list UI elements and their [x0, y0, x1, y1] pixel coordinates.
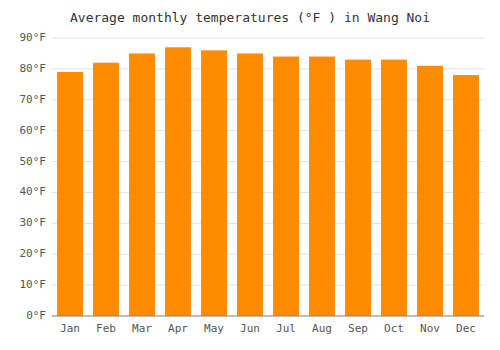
y-tick-label: 70°F [20, 93, 47, 106]
bar [381, 60, 407, 316]
bar [417, 66, 443, 316]
x-tick-label: Nov [420, 322, 440, 335]
x-tick-label: Apr [168, 322, 188, 335]
y-tick-label: 0°F [26, 309, 46, 322]
y-tick-label: 90°F [20, 31, 47, 44]
x-tick-label: Mar [132, 322, 152, 335]
bar [309, 57, 335, 316]
chart-container: 0°F 10°F 20°F 30°F 40°F 50°F 60°F 70°F 80°F 90°F J… [0, 0, 500, 350]
y-grid [52, 38, 484, 316]
x-tick-label: Aug [312, 322, 332, 335]
bar [129, 53, 155, 316]
chart: 0°F 10°F 20°F 30°F 40°F 50°F 60°F 70°F 80°F 90°F J… [0, 0, 500, 350]
grid-line [52, 38, 484, 39]
y-tick-label: 80°F [20, 62, 47, 75]
y-tick-label: 20°F [20, 247, 47, 260]
bar [201, 50, 227, 316]
y-tick-label: 30°F [20, 216, 47, 229]
bar [165, 47, 191, 316]
y-tick-label: 40°F [20, 185, 47, 198]
x-tick-label: Oct [384, 322, 404, 335]
x-tick-label: Sep [348, 322, 368, 335]
title: Average monthly temperatures (°F ) in Wa… [70, 10, 430, 25]
x-tick-label: Dec [456, 322, 476, 335]
y-axis: 0°F 10°F 20°F 30°F 40°F 50°F 60°F 70°F 80°F 90°F [20, 31, 47, 322]
x-tick-label: Jan [60, 322, 80, 335]
x-tick-label: Jul [276, 322, 296, 335]
bar [93, 63, 119, 316]
bar [453, 75, 479, 316]
x-axis: Jan Feb Mar Apr May Jun Jul Aug Sep Oct Nov Dec [52, 316, 484, 335]
x-tick-label: May [204, 322, 224, 335]
bars [57, 47, 479, 316]
x-tick-label: Feb [96, 322, 116, 335]
bar [57, 72, 83, 316]
bar [345, 60, 371, 316]
grid-line [52, 316, 484, 317]
y-tick-label: 50°F [20, 155, 47, 168]
x-tick-label: Jun [240, 322, 260, 335]
y-tick-label: 60°F [20, 124, 47, 137]
y-tick-label: 10°F [20, 278, 47, 291]
bar [273, 57, 299, 316]
x-axis-line [52, 316, 484, 317]
bar [237, 53, 263, 316]
